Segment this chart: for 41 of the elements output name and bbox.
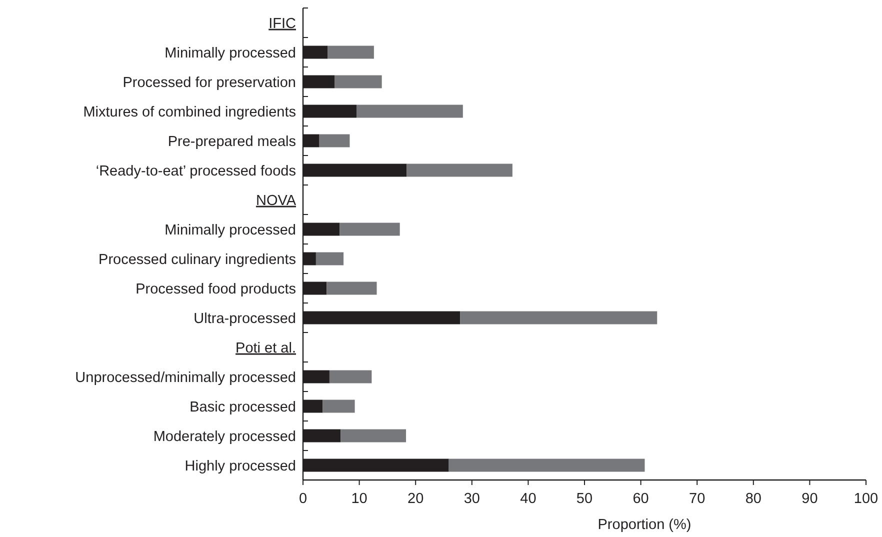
y-tick-label: Minimally processed	[164, 222, 296, 238]
y-tick-label: Poti et al.	[236, 340, 296, 356]
x-tick-label: 70	[689, 491, 706, 507]
x-tick-label: 40	[520, 491, 536, 507]
y-tick-label: Unprocessed/minimally processed	[75, 370, 296, 386]
y-tick-label: Ultra-processed	[194, 310, 296, 327]
y-tick-label: Processed food products	[136, 281, 296, 298]
bar	[326, 282, 377, 295]
x-tick-label: 0	[298, 491, 308, 507]
x-axis-title: Proportion (%)	[598, 517, 692, 533]
y-tick-label: Processed for preservation	[122, 74, 296, 91]
x-tick-label: 90	[802, 491, 818, 507]
bar	[322, 400, 355, 413]
y-tick-label: Minimally processed	[164, 45, 296, 62]
y-tick-label: Mixtures of combined ingredients	[83, 104, 296, 120]
y-tick-label: Moderately processed	[153, 428, 296, 445]
y-tick-label: IFIC	[268, 16, 296, 32]
y-tick-label: NOVA	[256, 192, 296, 209]
bar	[334, 75, 382, 88]
x-tick-label: 60	[632, 491, 649, 507]
x-tick-label: 100	[854, 491, 878, 507]
bar	[329, 370, 372, 384]
bar	[448, 458, 645, 472]
bar	[319, 134, 350, 148]
y-tick-label: Pre-prepared meals	[168, 134, 296, 150]
bar	[406, 164, 512, 177]
x-tick-label: 50	[576, 491, 593, 507]
x-tick-label: 80	[745, 491, 762, 507]
bar	[356, 104, 463, 118]
y-tick-label: Highly processed	[184, 458, 296, 474]
y-tick-label: Basic processed	[190, 399, 296, 416]
x-tick-label: 30	[464, 491, 480, 507]
bar	[316, 252, 344, 266]
bar	[340, 429, 406, 442]
bar	[328, 46, 374, 59]
bar	[340, 222, 400, 236]
y-tick-label: Processed culinary ingredients	[98, 252, 296, 268]
y-tick-label: ‘Ready-to-eat’ processed foods	[96, 163, 296, 180]
bar	[460, 311, 658, 324]
x-tick-label: 20	[408, 491, 424, 507]
x-tick-label: 10	[351, 491, 368, 507]
